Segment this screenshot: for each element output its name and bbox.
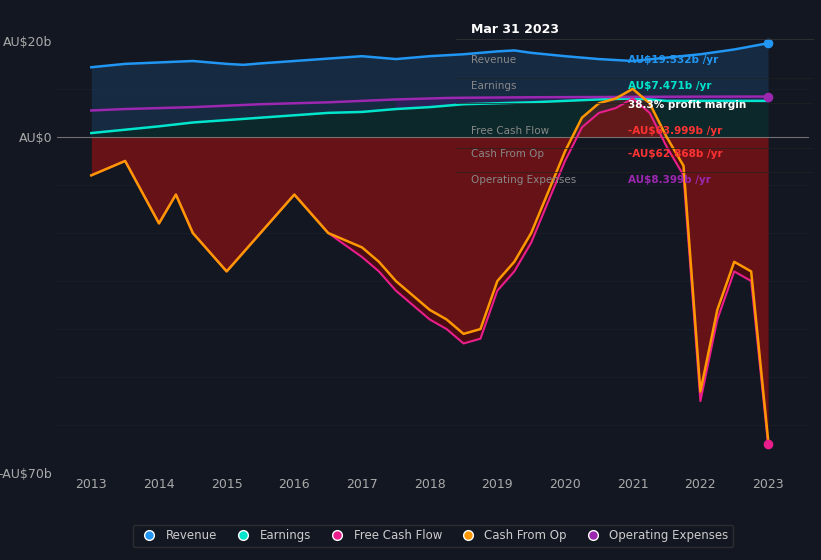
Text: -AU$63.999b /yr: -AU$63.999b /yr <box>628 126 722 136</box>
Point <box>762 92 775 101</box>
Text: Cash From Op: Cash From Op <box>470 150 544 159</box>
Legend: Revenue, Earnings, Free Cash Flow, Cash From Op, Operating Expenses: Revenue, Earnings, Free Cash Flow, Cash … <box>133 525 733 547</box>
Text: Mar 31 2023: Mar 31 2023 <box>470 23 559 36</box>
Text: Revenue: Revenue <box>470 55 516 65</box>
Text: AU$19.532b /yr: AU$19.532b /yr <box>628 55 718 65</box>
Text: AU$7.471b /yr: AU$7.471b /yr <box>628 81 712 91</box>
Text: 38.3% profit margin: 38.3% profit margin <box>628 100 746 110</box>
Point <box>762 39 775 48</box>
Text: Earnings: Earnings <box>470 81 516 91</box>
Text: Operating Expenses: Operating Expenses <box>470 175 576 185</box>
Text: Free Cash Flow: Free Cash Flow <box>470 126 549 136</box>
Text: -AU$62.868b /yr: -AU$62.868b /yr <box>628 150 722 159</box>
Point <box>762 440 775 449</box>
Text: AU$8.399b /yr: AU$8.399b /yr <box>628 175 711 185</box>
